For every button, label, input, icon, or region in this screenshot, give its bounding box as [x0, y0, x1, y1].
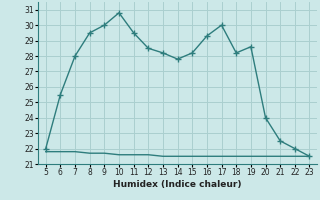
X-axis label: Humidex (Indice chaleur): Humidex (Indice chaleur) [113, 180, 242, 189]
